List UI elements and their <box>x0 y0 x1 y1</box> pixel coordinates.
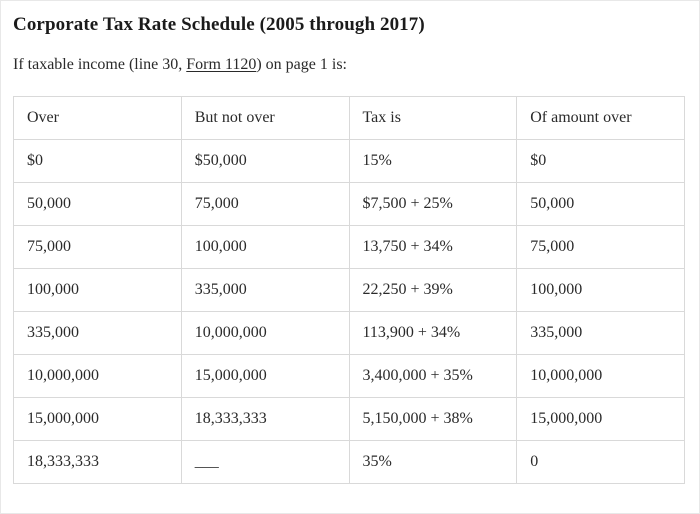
form-1120-link[interactable]: Form 1120 <box>186 56 257 73</box>
table-cell: 15,000,000 <box>13 397 182 441</box>
table-row: 10,000,000 15,000,000 3,400,000 + 35% 10,00… <box>13 354 685 398</box>
table-cell: 5,150,000 + 38% <box>348 397 518 441</box>
table-cell: 18,333,333 <box>13 440 182 484</box>
table-row: 50,000 75,000 $7,500 + 25% 50,000 <box>13 182 685 226</box>
table-cell: 75,000 <box>516 225 685 269</box>
table-cell: 10,000,000 <box>180 311 350 355</box>
table-cell: $50,000 <box>180 139 350 183</box>
table-cell: 15,000,000 <box>180 354 350 398</box>
table-cell: 75,000 <box>180 182 350 226</box>
table-row: 18,333,333 ___ 35% 0 <box>13 440 685 484</box>
table-cell: 35% <box>348 440 518 484</box>
table-cell: 100,000 <box>13 268 182 312</box>
header-cell-of-amount-over: Of amount over <box>516 96 685 140</box>
table-cell: 15,000,000 <box>516 397 685 441</box>
table-cell: ___ <box>180 440 350 484</box>
table-cell: $0 <box>516 139 685 183</box>
table-row: $0 $50,000 15% $0 <box>13 139 685 183</box>
table-cell: 15% <box>348 139 518 183</box>
tax-rate-table: Over But not over Tax is Of amount over … <box>13 96 685 484</box>
table-cell: 100,000 <box>180 225 350 269</box>
table-cell: 335,000 <box>516 311 685 355</box>
header-cell-over: Over <box>13 96 182 140</box>
table-row: 15,000,000 18,333,333 5,150,000 + 38% 15,00… <box>13 397 685 441</box>
header-cell-but-not-over: But not over <box>180 96 350 140</box>
table-cell: 22,250 + 39% <box>348 268 518 312</box>
intro-text: If taxable income (line 30, Form 1120) o… <box>13 56 685 74</box>
table-cell: 75,000 <box>13 225 182 269</box>
table-cell: 13,750 + 34% <box>348 225 518 269</box>
table-cell: 10,000,000 <box>13 354 182 398</box>
table-cell: 50,000 <box>516 182 685 226</box>
table-cell: 3,400,000 + 35% <box>348 354 518 398</box>
table-body: $0 $50,000 15% $0 50,000 75,000 $7,500 + 25% 50… <box>13 139 685 484</box>
table-row: 75,000 100,000 13,750 + 34% 75,000 <box>13 225 685 269</box>
table-row: 335,000 10,000,000 113,900 + 34% 335,000 <box>13 311 685 355</box>
table-row: 100,000 335,000 22,250 + 39% 100,000 <box>13 268 685 312</box>
header-cell-tax-is: Tax is <box>348 96 518 140</box>
table-cell: 10,000,000 <box>516 354 685 398</box>
table-cell: $0 <box>13 139 182 183</box>
table-cell: 50,000 <box>13 182 182 226</box>
table-cell: 335,000 <box>13 311 182 355</box>
table-cell: 0 <box>516 440 685 484</box>
page-title: Corporate Tax Rate Schedule (2005 throug… <box>13 14 425 35</box>
intro-text-before: If taxable income (line 30, <box>13 56 187 73</box>
table-cell: 18,333,333 <box>180 397 350 441</box>
intro-text-after: ) on page 1 is: <box>256 56 347 73</box>
table-cell: 335,000 <box>180 268 350 312</box>
table-cell: $7,500 + 25% <box>348 182 518 226</box>
table-cell: 100,000 <box>516 268 685 312</box>
table-header-row: Over But not over Tax is Of amount over <box>13 96 685 140</box>
table-cell: 113,900 + 34% <box>348 311 518 355</box>
